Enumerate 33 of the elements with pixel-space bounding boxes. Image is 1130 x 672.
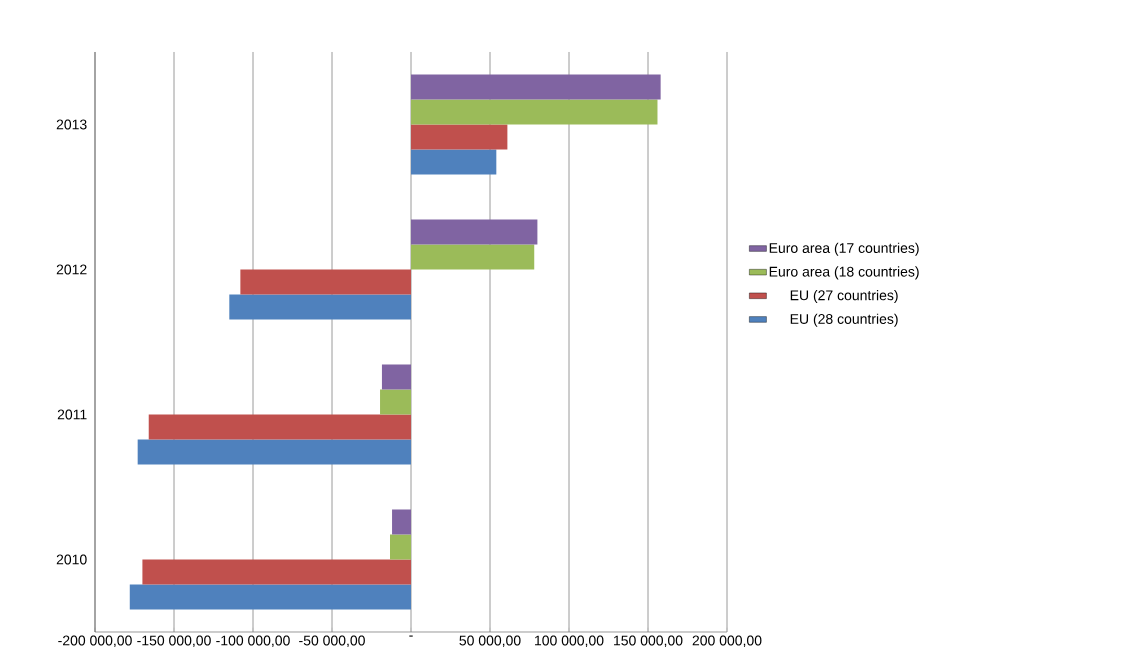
bar <box>392 509 412 535</box>
bar <box>229 294 412 320</box>
y-tick-label: 2013 <box>56 119 87 130</box>
x-tick-label: 200 000,00 <box>692 635 762 648</box>
legend-label: Euro area (18 countries) <box>769 266 919 280</box>
x-tick-label: -150 000,00 <box>137 635 211 648</box>
bar <box>142 559 412 585</box>
bar <box>381 364 412 390</box>
x-tick-label: 100 000,00 <box>535 635 604 648</box>
y-tick-label: 2010 <box>56 554 87 565</box>
x-tick-label: 150 000,00 <box>614 635 683 648</box>
bar <box>411 74 661 100</box>
y-tick-label: 2012 <box>56 264 87 275</box>
x-tick-label: -50 000,00 <box>299 635 365 648</box>
bar <box>411 99 658 125</box>
bar <box>148 414 412 440</box>
bar <box>380 389 412 415</box>
x-tick-label: - <box>409 635 413 637</box>
bar <box>389 534 412 560</box>
y-tick-label: 2011 <box>57 409 87 420</box>
bar <box>411 149 497 175</box>
legend-label: EU (28 countries) <box>790 313 898 327</box>
bar <box>137 439 412 465</box>
bar <box>411 124 508 150</box>
x-tick-label: 50 000,00 <box>459 635 521 648</box>
x-tick-label: -100 000,00 <box>216 635 290 648</box>
legend-label: Euro area (17 countries) <box>769 242 919 256</box>
bar <box>240 269 412 295</box>
x-tick-label: -200 000,00 <box>58 635 132 648</box>
bar <box>411 219 538 245</box>
bar <box>129 584 412 610</box>
bar <box>411 244 535 270</box>
legend-label: EU (27 countries) <box>790 289 898 304</box>
